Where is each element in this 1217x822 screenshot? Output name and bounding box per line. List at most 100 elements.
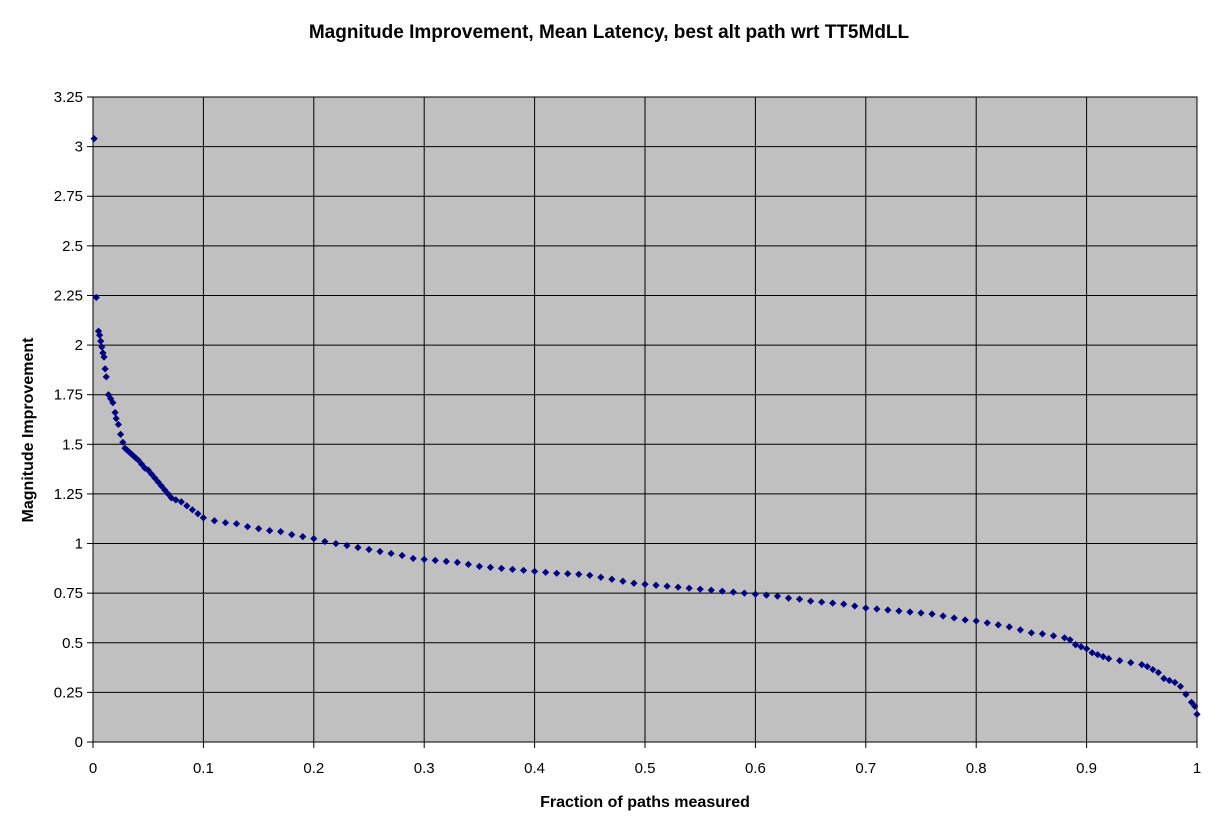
data-point — [1176, 682, 1185, 691]
data-point — [134, 456, 142, 464]
data-point — [1060, 634, 1069, 642]
data-point — [851, 602, 859, 610]
data-point — [288, 531, 296, 539]
data-point — [619, 577, 627, 585]
data-point — [1182, 690, 1190, 698]
data-point — [154, 478, 162, 486]
data-point — [442, 557, 450, 565]
y-tick-label: 2 — [75, 337, 83, 354]
data-point — [1105, 655, 1113, 663]
data-point — [762, 591, 771, 599]
data-point — [1099, 653, 1107, 661]
data-series — [90, 135, 1201, 718]
data-point — [147, 470, 156, 478]
data-point — [663, 582, 671, 590]
data-point — [255, 525, 263, 533]
data-point — [117, 430, 125, 438]
data-point — [172, 496, 180, 504]
y-tick-label: 1.75 — [54, 387, 83, 404]
data-point — [564, 570, 572, 578]
x-axis-ticks: 0 0.1 0.2 0.3 0.4 0.5 0.6 0.7 0.8 0.9 1 — [89, 742, 1201, 777]
data-point — [221, 519, 230, 527]
data-point — [884, 606, 892, 614]
data-point — [109, 399, 117, 407]
data-point — [740, 589, 748, 597]
data-point — [1027, 629, 1035, 637]
data-point — [97, 337, 105, 345]
data-point — [310, 534, 318, 543]
data-point — [90, 135, 98, 143]
y-tick-label: 3.25 — [54, 89, 83, 106]
data-point — [608, 575, 616, 583]
data-point — [829, 599, 837, 607]
data-point — [277, 528, 285, 536]
y-tick-label: 2.75 — [54, 188, 83, 205]
data-point — [210, 517, 219, 525]
data-point — [101, 365, 109, 373]
data-point — [972, 617, 980, 625]
data-point — [641, 580, 649, 588]
data-point — [784, 594, 793, 602]
data-point — [917, 609, 925, 617]
y-tick-label: 0.5 — [62, 635, 83, 652]
data-point — [652, 581, 660, 589]
data-point — [928, 610, 936, 618]
data-point — [674, 583, 682, 591]
data-point — [299, 532, 307, 541]
x-tick-label: 1 — [1193, 760, 1201, 777]
data-point — [1143, 662, 1151, 671]
data-point — [161, 486, 169, 494]
x-tick-label: 0 — [89, 760, 97, 777]
x-tick-label: 0.9 — [1076, 760, 1097, 777]
data-point — [1154, 668, 1162, 677]
data-point — [141, 464, 149, 472]
y-tick-label: 1 — [75, 536, 83, 553]
data-point — [630, 579, 638, 587]
data-point — [114, 420, 122, 429]
data-point — [939, 612, 947, 620]
data-point — [1138, 661, 1146, 669]
data-point — [107, 395, 115, 403]
data-point — [188, 506, 196, 514]
data-point — [100, 353, 108, 361]
data-point — [818, 598, 826, 606]
data-point — [387, 549, 395, 558]
data-point — [807, 597, 815, 605]
data-point — [961, 616, 969, 624]
data-point — [1049, 632, 1058, 640]
data-point — [840, 600, 848, 608]
data-point — [464, 560, 472, 568]
data-point — [586, 571, 594, 579]
data-point — [151, 474, 159, 482]
y-tick-label: 0 — [75, 734, 83, 751]
data-point — [597, 573, 605, 581]
x-tick-label: 0.1 — [193, 760, 214, 777]
data-point — [343, 541, 351, 550]
data-point — [873, 605, 881, 613]
y-axis-label: Magnitude Improvement — [20, 337, 37, 523]
y-tick-label: 3 — [75, 139, 83, 156]
data-point — [199, 514, 207, 522]
data-point — [486, 563, 495, 571]
data-point — [354, 543, 362, 552]
data-point — [773, 592, 782, 600]
data-point — [542, 568, 550, 576]
data-point — [102, 373, 110, 381]
data-point — [707, 586, 715, 594]
data-point — [144, 466, 152, 474]
data-point — [531, 567, 539, 575]
y-tick-label: 1.5 — [62, 436, 83, 453]
data-point — [1165, 676, 1173, 685]
data-point — [1127, 659, 1135, 667]
data-point — [994, 621, 1002, 629]
data-point — [183, 502, 191, 510]
data-point — [1193, 710, 1201, 718]
x-tick-label: 0.5 — [635, 760, 656, 777]
y-tick-label: 2.5 — [62, 238, 83, 255]
x-tick-label: 0.7 — [855, 760, 876, 777]
data-point — [696, 585, 704, 593]
y-tick-label: 1.25 — [54, 486, 83, 503]
data-point — [1116, 657, 1124, 665]
data-point — [321, 537, 329, 546]
